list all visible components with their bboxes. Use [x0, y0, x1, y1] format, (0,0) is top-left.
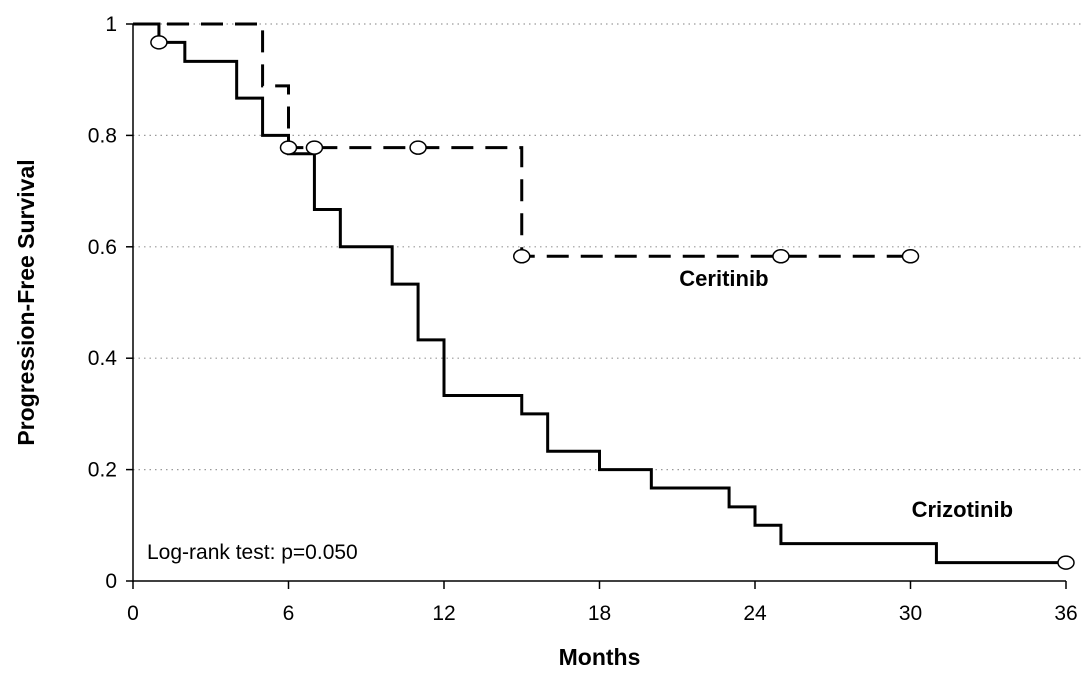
series-layer	[133, 22, 1066, 565]
x-tick-label: 30	[899, 602, 922, 625]
censor-mark-ceritinib	[772, 249, 790, 264]
y-axis-title: Progression-Free Survival	[13, 159, 39, 445]
x-tick-label: 36	[1054, 602, 1077, 625]
x-axis-title: Months	[559, 644, 641, 670]
x-tick-label: 6	[283, 602, 295, 625]
censor-mark-ceritinib	[279, 140, 298, 155]
marker-layer	[150, 35, 1075, 570]
series-label-ceritinib: Ceritinib	[679, 266, 768, 291]
y-tick-label: 0	[105, 570, 117, 593]
y-tick-label: 0.8	[88, 124, 117, 147]
censor-mark-ceritinib	[513, 249, 531, 264]
series-line-crizotinib	[133, 22, 1066, 565]
censor-mark-ceritinib	[901, 249, 920, 264]
y-tick-label: 0.4	[88, 347, 118, 370]
x-tick-label: 12	[432, 602, 455, 625]
y-tick-label: 0.2	[88, 459, 117, 482]
label-layer: Progression-Free Survival Months Log-ran…	[13, 159, 1013, 670]
y-tick-label: 0.6	[88, 236, 117, 259]
x-tick-label: 24	[743, 602, 767, 625]
censor-mark-ceritinib	[305, 140, 324, 155]
axes-layer: 0 0.2 0.4 0.6 0.8 1 0 6 12 18 24 30 36	[88, 13, 1078, 625]
y-tick-label: 1	[105, 13, 117, 36]
x-tick-label: 18	[588, 602, 611, 625]
grid-layer	[133, 23, 1084, 471]
series-line-ceritinib	[133, 22, 911, 258]
censor-mark-crizotinib	[1057, 555, 1075, 570]
censor-mark-crizotinib	[150, 35, 168, 50]
series-label-crizotinib: Crizotinib	[912, 497, 1013, 522]
x-tick-label: 0	[127, 602, 139, 625]
censor-mark-ceritinib	[409, 140, 427, 155]
log-rank-annotation: Log-rank test: p=0.050	[147, 541, 358, 564]
